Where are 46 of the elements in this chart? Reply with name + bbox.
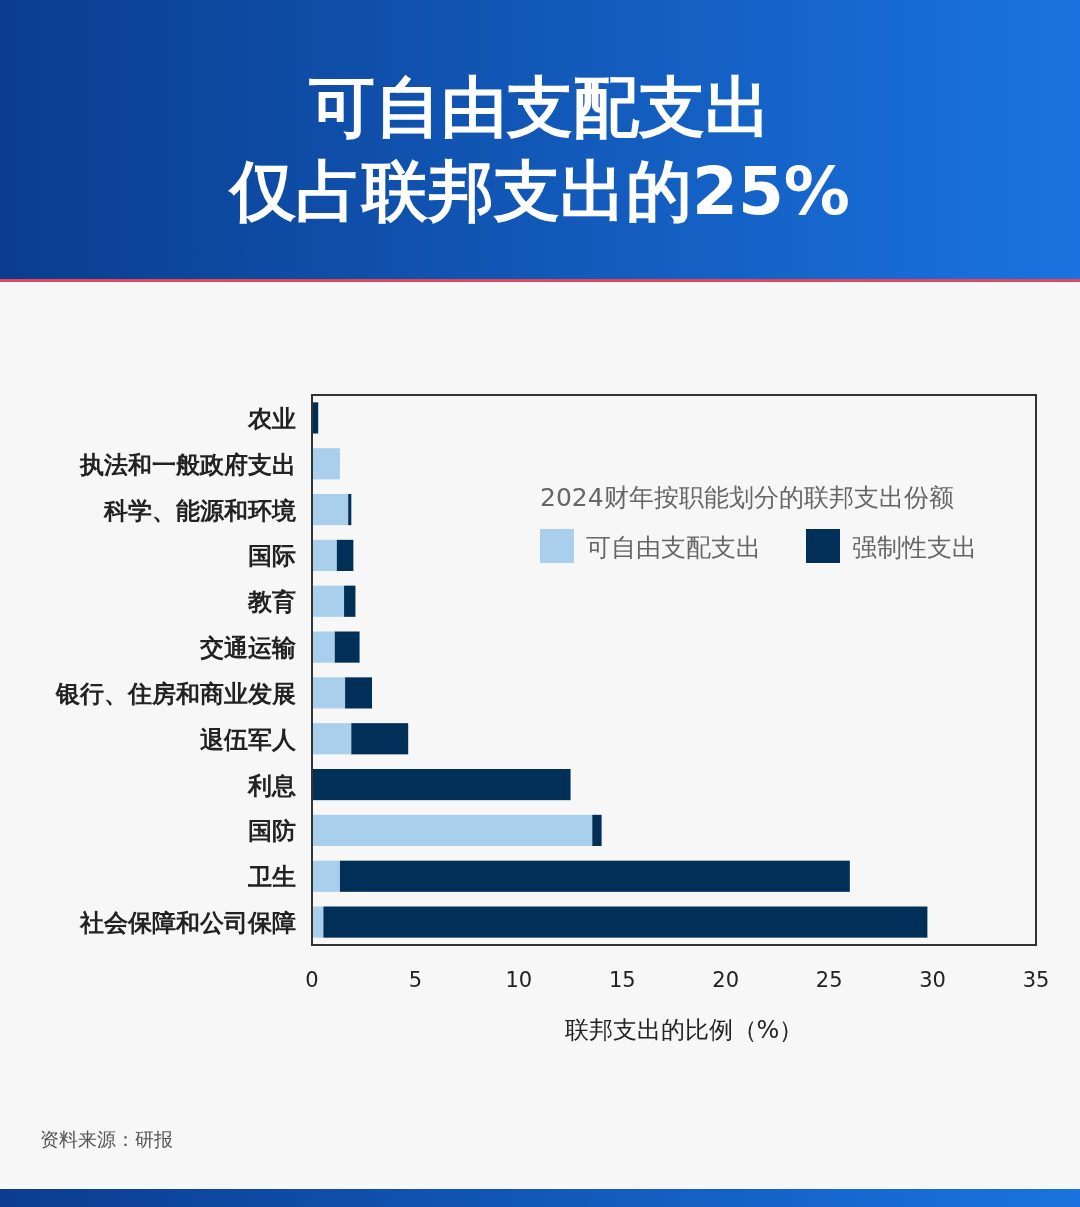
bar (312, 860, 340, 892)
y-tick-label: 执法和一般政府支出 (79, 450, 296, 479)
x-tick-label: 10 (505, 968, 533, 992)
bar (339, 860, 850, 892)
y-tick-label: 卫生 (247, 863, 296, 892)
y-tick-label: 教育 (247, 588, 296, 617)
bar (312, 539, 337, 571)
x-axis-title: 联邦支出的比例（%） (564, 1016, 804, 1044)
y-tick-label: 国防 (248, 817, 296, 846)
y-tick-label: 交通运输 (199, 634, 297, 663)
bar (334, 631, 360, 663)
x-tick-label: 5 (408, 968, 423, 992)
y-tick-label: 科学、能源和环境 (103, 496, 296, 525)
bar (312, 677, 346, 709)
bar (312, 448, 340, 480)
legend-label: 强制性支出 (852, 533, 977, 562)
x-tick-label: 15 (608, 968, 636, 992)
chart-subtitle: 仅占联邦支出的25% (228, 153, 850, 230)
x-tick-label: 30 (919, 968, 946, 992)
legend-label: 可自由支配支出 (586, 533, 761, 562)
bar (312, 631, 335, 663)
y-tick-label: 农业 (247, 404, 296, 433)
legend-title: 2024财年按职能划分的联邦支出份额 (540, 483, 954, 512)
text: 资料来源：研报 (40, 1128, 173, 1150)
bar (323, 906, 928, 938)
bar (312, 585, 345, 617)
x-tick-label: 25 (815, 968, 843, 992)
y-tick-label: 银行、住房和商业发展 (55, 679, 296, 708)
x-tick-label: 35 (1022, 968, 1050, 992)
bar (336, 539, 354, 571)
bar (312, 814, 593, 846)
bar (348, 494, 352, 526)
y-tick-label: 国际 (248, 542, 296, 571)
y-tick-label: 退伍军人 (200, 725, 297, 754)
y-tick-label: 社会保障和公司保障 (79, 909, 296, 938)
bar (351, 723, 409, 755)
x-tick-label: 20 (712, 968, 740, 992)
bar (312, 769, 571, 801)
y-tick-label: 利息 (247, 771, 296, 800)
bar (344, 585, 356, 617)
bar (345, 677, 372, 709)
chart-title: 可自由支配支出 (308, 69, 771, 146)
bar (312, 494, 349, 526)
x-tick-label: 0 (305, 968, 319, 992)
bar (592, 814, 602, 846)
bar (312, 723, 352, 755)
